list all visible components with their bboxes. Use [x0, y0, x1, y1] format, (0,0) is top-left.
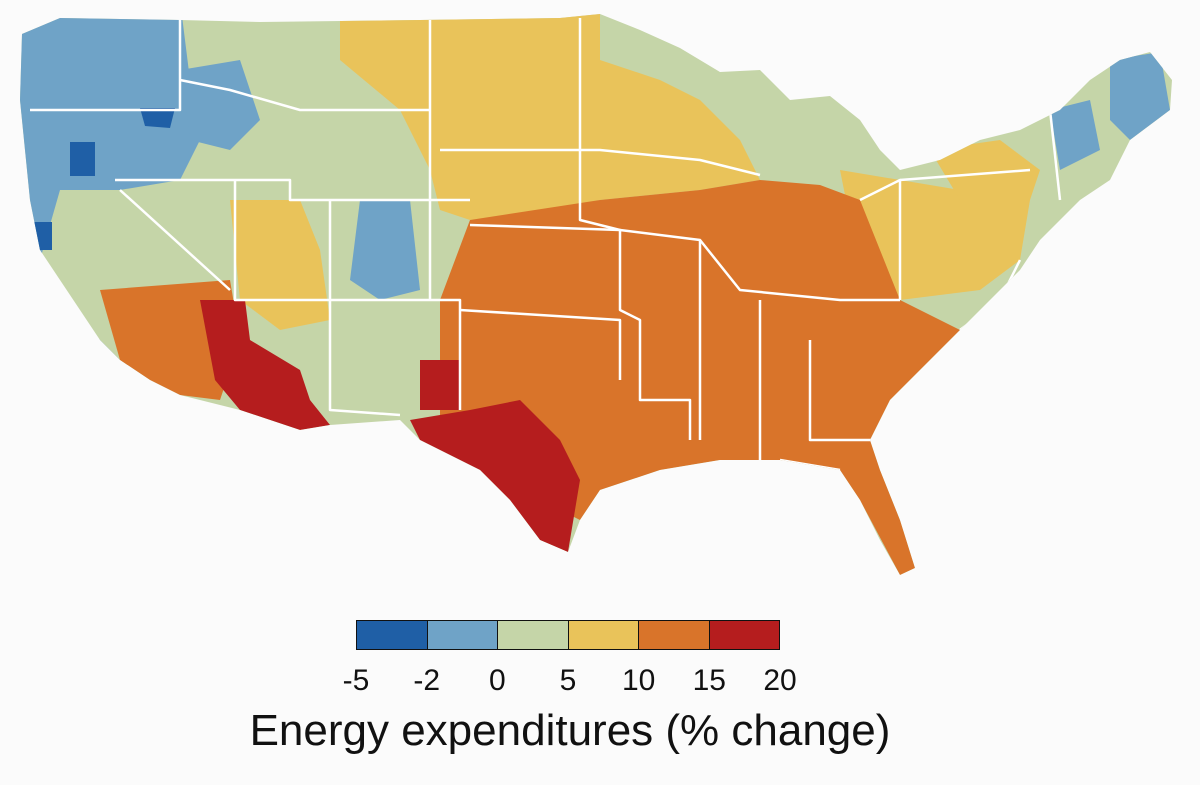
legend-tick-label: 5 — [559, 664, 577, 697]
zone-texas-red — [410, 400, 580, 552]
zone-idaho-blue — [180, 60, 260, 150]
state-borders — [30, 18, 1062, 472]
zone-pa-yellow — [930, 140, 1040, 200]
legend-tick-label: -5 — [342, 664, 370, 697]
zone-dark-blue-or — [70, 142, 95, 176]
legend-tick-label: 0 — [488, 664, 506, 697]
legend-swatch-bin-2 — [427, 621, 498, 649]
zone-ne-blue — [1050, 100, 1100, 170]
legend-swatch-bin-3 — [498, 621, 569, 649]
legend-swatch-bin-5 — [639, 621, 710, 649]
legend-swatch-bin-4 — [568, 621, 639, 649]
zone-utah-blue — [350, 200, 420, 300]
legend-title: Energy expenditures (% change) — [249, 706, 891, 755]
zone-dark-blue-wa — [140, 108, 175, 128]
zone-maine-blue — [1110, 52, 1170, 140]
us-choropleth-map — [20, 14, 1172, 575]
legend-swatch-bin-1 — [357, 621, 428, 649]
legend-tick-label: 15 — [692, 664, 726, 697]
legend-tick-label: 20 — [763, 664, 797, 697]
legend-tick-label: 10 — [622, 664, 656, 697]
zone-dark-blue-ca — [34, 222, 52, 250]
legend-swatch-bin-6 — [709, 621, 779, 649]
zone-arizona-red — [200, 300, 330, 430]
zone-nm-red — [420, 360, 460, 410]
color-scale-bar — [356, 620, 780, 650]
zone-ohio-valley-yellow — [840, 170, 1030, 300]
zone-plains-north — [340, 14, 760, 220]
legend-tick-label: -2 — [413, 664, 441, 697]
zone-southwest-yellow — [230, 200, 330, 330]
